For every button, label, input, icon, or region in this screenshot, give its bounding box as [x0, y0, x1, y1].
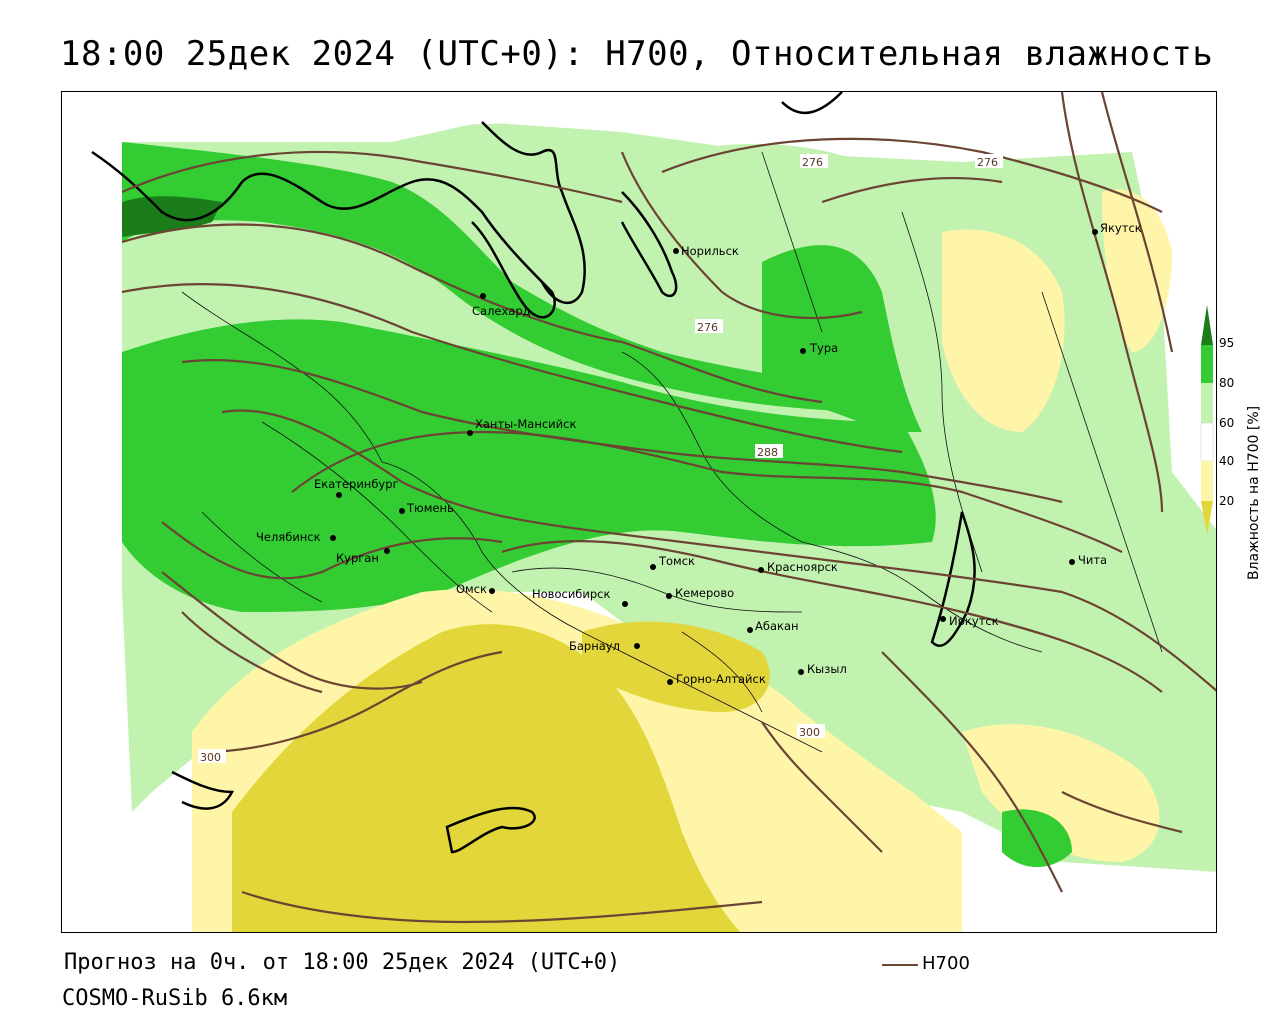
colorbar-segment-low	[1201, 461, 1213, 501]
model-info: COSMO-RuSib 6.6км	[62, 986, 288, 1011]
region-borders	[181, 151, 1163, 753]
contour-label: 300	[200, 751, 221, 764]
h700-legend-line	[882, 964, 918, 966]
city-abakan: Абакан	[747, 619, 799, 633]
svg-text:Новосибирск: Новосибирск	[532, 587, 610, 601]
city-tura: Тура	[800, 341, 838, 355]
colorbar-tick: 95	[1219, 336, 1234, 350]
svg-text:Тюмень: Тюмень	[406, 501, 454, 515]
svg-text:Ханты-Мансийск: Ханты-Мансийск	[475, 417, 576, 431]
city-norilsk: Норильск	[673, 244, 739, 258]
map-title: 18:00 25дек 2024 (UTC+0): H700, Относите…	[60, 34, 1214, 74]
city-nsk: Новосибирск	[532, 587, 628, 607]
humidity-area-very-low	[232, 624, 741, 932]
contour-label: 300	[799, 726, 820, 739]
colorbar-segment-neutral	[1200, 422, 1214, 462]
svg-text:Якутск: Якутск	[1100, 221, 1142, 235]
humidity-fields	[62, 92, 1216, 932]
svg-text:Красноярск: Красноярск	[767, 560, 838, 574]
city-salekhard: Салехард	[472, 293, 531, 318]
colorbar-tick: 80	[1219, 376, 1234, 390]
contour-label: 276	[977, 156, 998, 169]
city-irkutsk: Иркутск	[940, 614, 999, 628]
colorbar-top-triangle	[1201, 305, 1213, 345]
contour-labels: 276 276 276 288 300 300	[198, 154, 1003, 764]
city-krasnoyarsk: Красноярск	[758, 560, 838, 574]
svg-text:Екатеринбург: Екатеринбург	[314, 477, 399, 491]
colorbar-label-text: Влажность на H700 [%]	[1246, 405, 1262, 580]
city-kemerovo: Кемерово	[666, 586, 734, 600]
city-barnaul: Барнаул	[569, 639, 640, 653]
city-khanty: Ханты-Мансийск	[467, 417, 576, 436]
forecast-info: Прогноз на 0ч. от 18:00 25дек 2024 (UTC+…	[64, 950, 621, 975]
svg-text:Тура: Тура	[809, 341, 838, 355]
svg-text:Курган: Курган	[336, 551, 379, 565]
city-omsk: Омск	[456, 582, 495, 596]
colorbar-bottom-triangle	[1201, 501, 1213, 535]
city-kurgan: Курган	[336, 548, 390, 565]
h700-isolines	[121, 92, 1216, 924]
humidity-area-neutral	[62, 92, 1216, 137]
colorbar-tick: 60	[1219, 416, 1234, 430]
humidity-area-very-low	[582, 621, 770, 712]
colorbar-label: Влажность на H700 [%]	[1246, 350, 1266, 590]
svg-text:Кызыл: Кызыл	[807, 662, 847, 676]
svg-text:Томск: Томск	[658, 554, 695, 568]
svg-text:Абакан: Абакан	[755, 619, 799, 633]
city-chel: Челябинск	[256, 530, 336, 544]
city-yakutsk: Якутск	[1092, 221, 1142, 235]
map-canvas: 276 276 276 288 300 300 Норильск Якутск …	[62, 92, 1216, 932]
humidity-area-low	[962, 724, 1160, 862]
humidity-area-high	[762, 245, 922, 432]
svg-text:Норильск: Норильск	[681, 244, 739, 258]
svg-text:Горно-Алтайск: Горно-Алтайск	[676, 672, 766, 686]
colorbar-tick: 20	[1219, 494, 1234, 508]
city-kyzyl: Кызыл	[798, 662, 847, 676]
svg-text:Чита: Чита	[1078, 553, 1107, 567]
contour-label: 276	[697, 321, 718, 334]
contour-label: 276	[802, 156, 823, 169]
svg-text:Кемерово: Кемерово	[675, 586, 734, 600]
humidity-area-high	[122, 319, 936, 612]
colorbar-segment-very-high	[1201, 345, 1213, 383]
svg-text:Барнаул: Барнаул	[569, 639, 620, 653]
city-gorno: Горно-Алтайск	[667, 672, 766, 686]
colorbar-segment-high	[1201, 383, 1213, 423]
humidity-area-high	[1002, 809, 1072, 867]
svg-text:Салехард: Салехард	[472, 304, 531, 318]
svg-text:Омск: Омск	[456, 582, 487, 596]
humidity-area-neutral	[62, 92, 122, 932]
coastlines	[91, 92, 976, 854]
humidity-map[interactable]: 276 276 276 288 300 300 Норильск Якутск …	[61, 91, 1217, 933]
svg-text:Иркутск: Иркутск	[949, 614, 999, 628]
colorbar: 95 80 60 40 20	[1200, 305, 1234, 535]
city-chita: Чита	[1069, 553, 1107, 567]
contour-label: 288	[757, 446, 778, 459]
city-markers: Норильск Якутск Салехард Тура Ханты-Манс…	[256, 221, 1142, 686]
humidity-area-low	[942, 229, 1065, 432]
city-tyumen: Тюмень	[399, 501, 454, 515]
humidity-area-low	[1102, 189, 1172, 352]
colorbar-tick: 40	[1219, 454, 1234, 468]
svg-text:Челябинск: Челябинск	[256, 530, 321, 544]
city-tomsk: Томск	[650, 554, 695, 570]
city-ekb: Екатеринбург	[314, 477, 399, 498]
h700-legend-label: H700	[922, 953, 970, 974]
h700-legend: H700	[882, 953, 1012, 977]
